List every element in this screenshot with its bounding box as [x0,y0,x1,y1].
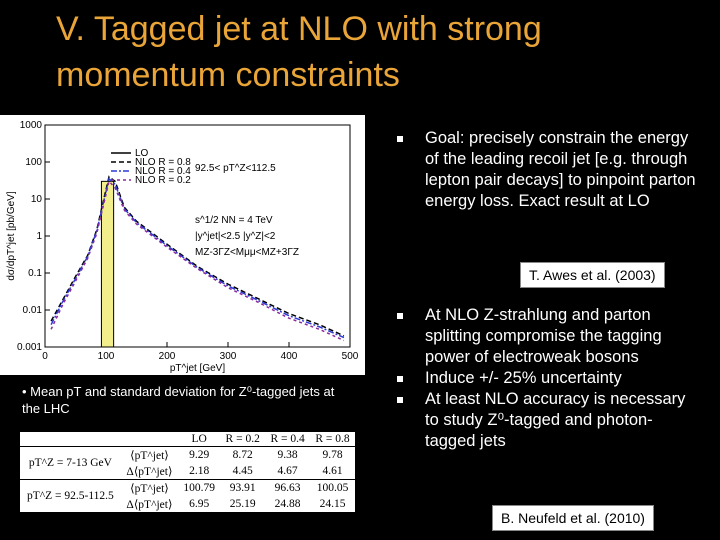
header-cell: R = 0.4 [265,430,311,447]
header-cell: R = 0.2 [220,430,266,447]
bullet: Induce +/- 25% uncertainty [395,368,700,389]
legend-label: NLO R = 0.8 [135,157,191,168]
y-tick-label: 10 [31,194,43,205]
legend-label: LO [135,148,149,159]
group-label: pT^Z = 7-13 GeV [20,446,121,480]
header-row: LO R = 0.2 R = 0.4 R = 0.8 [20,430,355,447]
bullet-list: Goal: precisely constrain the energy of … [395,128,700,212]
value-cell: 4.45 [232,465,253,477]
header-cell [20,430,179,447]
x-tick-label: 0 [42,351,48,362]
annotation: |y^jet|<2.5 |y^Z|<2 [195,231,276,242]
y-tick-label: 0.01 [23,305,43,316]
value-cell: 24.15 [319,498,346,510]
citation: T. Awes et al. (2003) [520,262,665,288]
annotation: 92.5< pT^Z<112.5 [195,163,276,174]
quantity: Δ⟨pT^jet⟩ [126,499,173,511]
value-cell: 9.78 [310,446,355,463]
quantity: ⟨pT^jet⟩ [120,479,179,496]
value-cell: 93.91 [220,479,266,496]
table-row: pT^Z = 92.5-112.5 ⟨pT^jet⟩ 100.79 93.91 96.6… [20,479,355,512]
bullet-list: At NLO Z-strahlung and parton splitting … [395,305,700,452]
value-cell: 2.18 [189,465,210,477]
table-head: LO R = 0.2 R = 0.4 R = 0.8 [20,430,355,447]
value-cell: 4.67 [277,465,298,477]
bullet: At NLO Z-strahlung and parton splitting … [395,305,700,368]
series-line [50,177,345,339]
annotation: MZ-3ΓZ<Mμμ<MZ+3ΓZ [195,247,299,258]
annotation: s^1/2 NN = 4 TeV [195,215,273,226]
header-cell: LO [178,430,221,447]
y-tick-label: 100 [25,157,42,168]
series-line [50,175,345,337]
value-cell: 25.19 [229,498,256,510]
value-cell: 100.79 [178,479,221,496]
value-cell: 4.61 [322,465,343,477]
y-tick-label: 1 [36,231,42,242]
value-cell: 100.05 [310,479,355,496]
x-tick-label: 300 [220,351,237,362]
slide-title: V. Tagged jet at NLO with strong momentu… [56,10,542,94]
x-tick-label: 400 [281,351,298,362]
chart: 0 100 200 300 400 500 0.001 0.01 0.1 1 10 100 1000 pT… [0,115,365,375]
value-cell: 6.95 [189,498,210,510]
quantity: ⟨pT^jet⟩ [120,446,179,463]
y-tick-label: 0.001 [17,342,42,353]
legend-label: NLO R = 0.2 [135,175,191,186]
legend-label: NLO R = 0.4 [135,166,191,177]
group-label: pT^Z = 92.5-112.5 [20,479,121,512]
caption-text: Mean pT and standard deviation for Z⁰-ta… [22,384,335,416]
caption: • Mean pT and standard deviation for Z⁰-… [22,384,335,416]
table-body: pT^Z = 7-13 GeV ⟨pT^jet⟩ 9.29 8.72 9.38 9.78 Δ… [20,446,355,512]
value-cell: 24.88 [274,498,301,510]
series-line [50,179,345,342]
table-row: Δ⟨pT^jet⟩ 6.95 25.19 24.88 24.15 [20,496,355,512]
citation: B. Neufeld et al. (2010) [492,505,654,531]
header-cell: R = 0.8 [310,430,355,447]
x-tick-label: 200 [159,351,176,362]
y-tick-label: 0.1 [28,268,42,279]
table-row: pT^Z = 7-13 GeV ⟨pT^jet⟩ 9.29 8.72 9.38 9.78 [20,446,355,480]
bullet: At least NLO accuracy is necessary to st… [395,389,700,452]
value-cell: 9.38 [265,446,311,463]
y-tick-label: 1000 [20,120,43,131]
x-tick-label: 100 [98,351,115,362]
table-row: Δ⟨pT^jet⟩ 2.18 4.45 4.67 4.61 [20,463,355,480]
y-axis-label: dσ/dpT^jet [pb/GeV] [6,191,17,280]
value-cell: 8.72 [220,446,266,463]
x-axis-label: pT^jet [GeV] [170,363,225,374]
x-tick-label: 500 [342,351,359,362]
bullet: Goal: precisely constrain the energy of … [395,128,700,212]
quantity: Δ⟨pT^jet⟩ [126,466,173,478]
value-cell: 9.29 [178,446,221,463]
value-cell: 96.63 [265,479,311,496]
results-table: LO R = 0.2 R = 0.4 R = 0.8 pT^Z = 7-13 GeV ⟨p… [20,430,355,512]
